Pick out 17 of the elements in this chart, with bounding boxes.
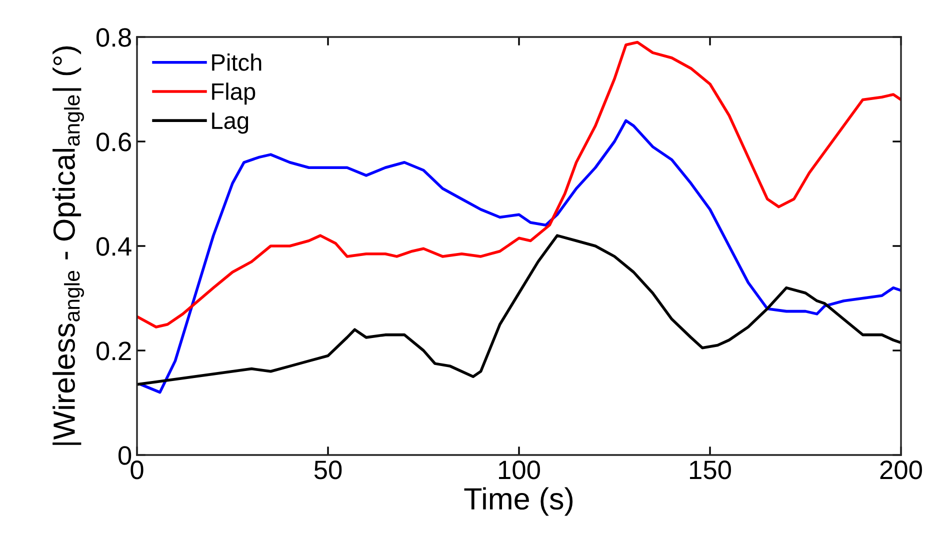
line-series <box>137 234 901 386</box>
y-axis-title: |Wireless$_{angle}$ - Optical$_{angle}$| (°) <box>52 46 84 445</box>
legend-label: Pitch <box>212 54 262 71</box>
legend-label: Lag <box>212 112 248 134</box>
x-tick-label: 200 <box>880 460 922 480</box>
x-axis-title: Time (s) <box>464 487 573 516</box>
y-tick-label: 0.4 <box>96 237 132 256</box>
line-series <box>137 40 901 328</box>
y-tick-label: 0.8 <box>96 28 131 47</box>
legend-label: Flap <box>212 82 256 105</box>
y-tick-label: 0.6 <box>96 132 131 152</box>
x-tick-label: 150 <box>690 460 731 480</box>
x-tick-label: 50 <box>314 460 342 480</box>
y-tick-label: 0.2 <box>96 342 131 360</box>
y-tick-label: 0 <box>118 446 132 465</box>
x-tick-label: 100 <box>499 460 540 480</box>
x-tick-label: 0 <box>130 460 144 480</box>
